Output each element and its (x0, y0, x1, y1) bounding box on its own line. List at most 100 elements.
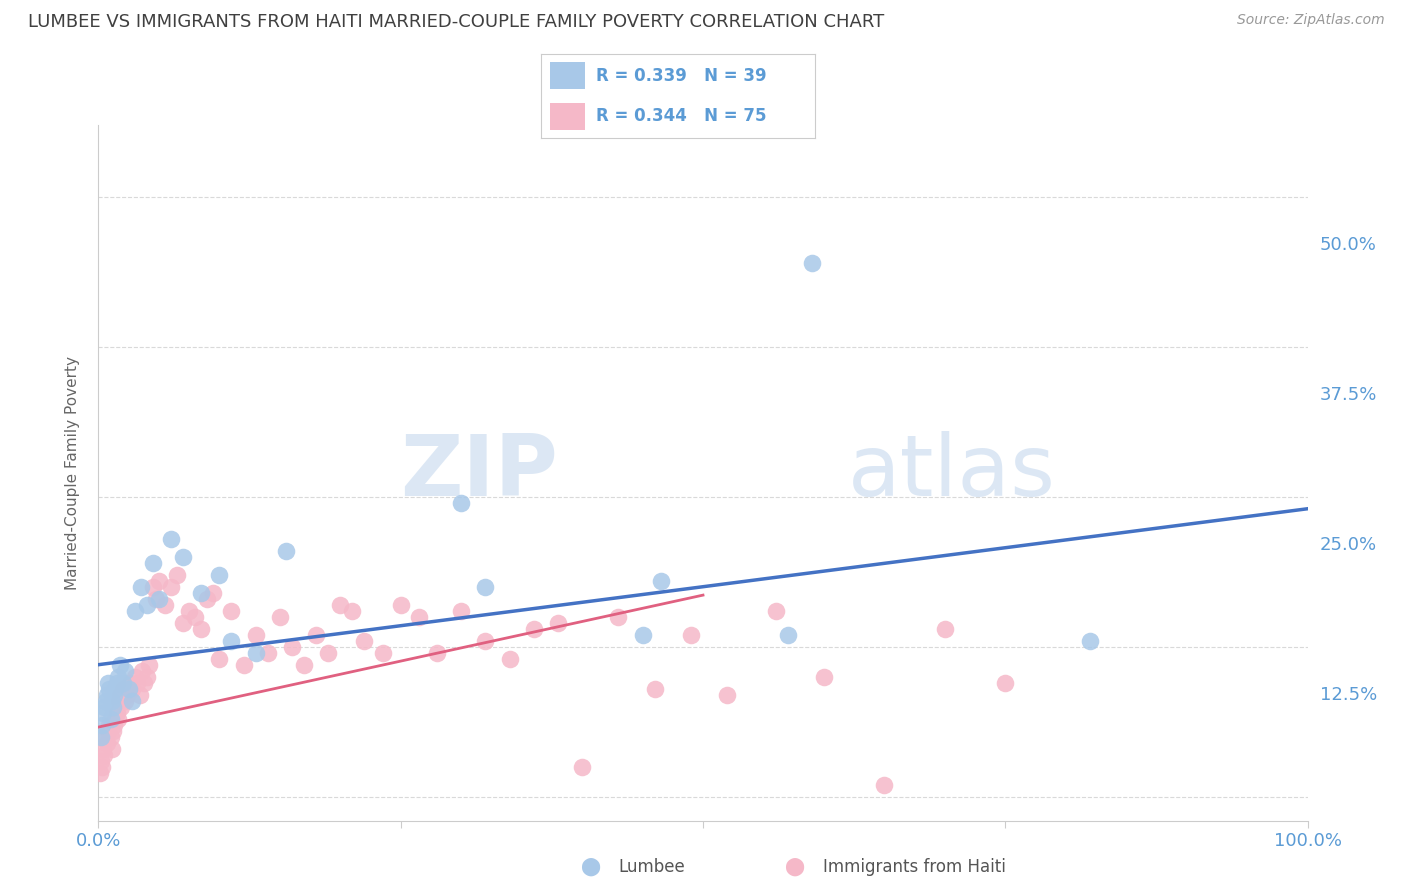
Point (107, 670, 129, 684)
Point (105, 675, 128, 690)
Point (93, 747, 115, 762)
Bar (550, 103, 585, 130)
Point (153, 598, 176, 612)
Point (190, 585, 212, 599)
Point (110, 699, 132, 714)
Point (134, 675, 156, 690)
Point (498, 651, 520, 665)
Point (1078, 633, 1101, 648)
Point (994, 675, 1017, 690)
Point (342, 604, 364, 618)
Point (121, 681, 143, 696)
Point (104, 712, 127, 726)
Point (571, 759, 593, 773)
Point (114, 694, 136, 708)
Point (281, 640, 304, 654)
Point (96, 688, 118, 702)
Text: ⬤: ⬤ (581, 858, 600, 876)
Text: 25.0%: 25.0% (1320, 536, 1376, 554)
Point (90, 730, 112, 744)
Point (679, 628, 702, 642)
Point (91, 741, 114, 756)
Point (631, 628, 654, 642)
Point (111, 681, 134, 696)
Point (98, 681, 121, 696)
Point (184, 609, 207, 624)
Point (93, 699, 115, 714)
Point (108, 688, 131, 702)
Text: 50.0%: 50.0% (1320, 235, 1376, 254)
Point (107, 712, 129, 726)
Point (716, 688, 738, 702)
Point (160, 532, 183, 546)
Point (269, 609, 291, 624)
Text: R = 0.339   N = 39: R = 0.339 N = 39 (596, 67, 766, 85)
Point (450, 496, 472, 510)
Text: ZIP: ZIP (401, 431, 558, 515)
Text: 37.5%: 37.5% (1320, 385, 1376, 404)
Text: R = 0.344   N = 75: R = 0.344 N = 75 (596, 107, 766, 125)
Point (873, 778, 896, 792)
Point (103, 688, 125, 702)
Point (765, 604, 787, 618)
Point (135, 598, 157, 612)
Point (101, 723, 124, 738)
Point (172, 549, 194, 564)
Point (208, 651, 231, 665)
Point (256, 646, 278, 660)
Point (245, 628, 267, 642)
Text: atlas: atlas (848, 431, 1056, 515)
Point (100, 730, 122, 744)
Text: Source: ZipAtlas.com: Source: ZipAtlas.com (1237, 13, 1385, 28)
Point (190, 622, 212, 636)
Point (148, 574, 170, 588)
Point (135, 670, 157, 684)
Point (91, 759, 114, 773)
Point (292, 657, 315, 672)
Point (96, 736, 118, 750)
Point (644, 681, 666, 696)
Point (97, 675, 120, 690)
Point (274, 543, 297, 558)
Point (142, 580, 165, 594)
Point (408, 609, 430, 624)
Point (100, 712, 122, 726)
Point (177, 604, 201, 618)
Text: Immigrants from Haiti: Immigrants from Haiti (823, 858, 1005, 876)
Point (121, 694, 143, 708)
Point (142, 556, 165, 570)
Point (89, 765, 111, 780)
Point (474, 580, 496, 594)
Point (111, 675, 134, 690)
Bar (550, 62, 585, 89)
Text: LUMBEE VS IMMIGRANTS FROM HAITI MARRIED-COUPLE FAMILY POVERTY CORRELATION CHART: LUMBEE VS IMMIGRANTS FROM HAITI MARRIED-… (28, 13, 884, 31)
Point (160, 580, 183, 594)
Point (166, 567, 188, 582)
Point (108, 694, 131, 708)
Point (450, 604, 472, 618)
Point (202, 585, 225, 599)
Point (127, 675, 149, 690)
Text: ⬤: ⬤ (785, 858, 804, 876)
Point (94, 694, 117, 708)
Point (90, 754, 112, 768)
Point (474, 633, 496, 648)
Point (131, 664, 153, 678)
Point (114, 664, 136, 678)
Point (221, 633, 243, 648)
Point (128, 688, 150, 702)
Point (813, 670, 835, 684)
Point (100, 741, 122, 756)
Point (195, 591, 218, 606)
Point (221, 604, 243, 618)
Point (97, 723, 120, 738)
Point (523, 622, 546, 636)
Point (145, 591, 167, 606)
Point (245, 646, 267, 660)
Point (353, 633, 375, 648)
Point (800, 256, 823, 270)
Point (232, 657, 254, 672)
Point (934, 622, 956, 636)
Point (776, 628, 799, 642)
Point (389, 598, 412, 612)
